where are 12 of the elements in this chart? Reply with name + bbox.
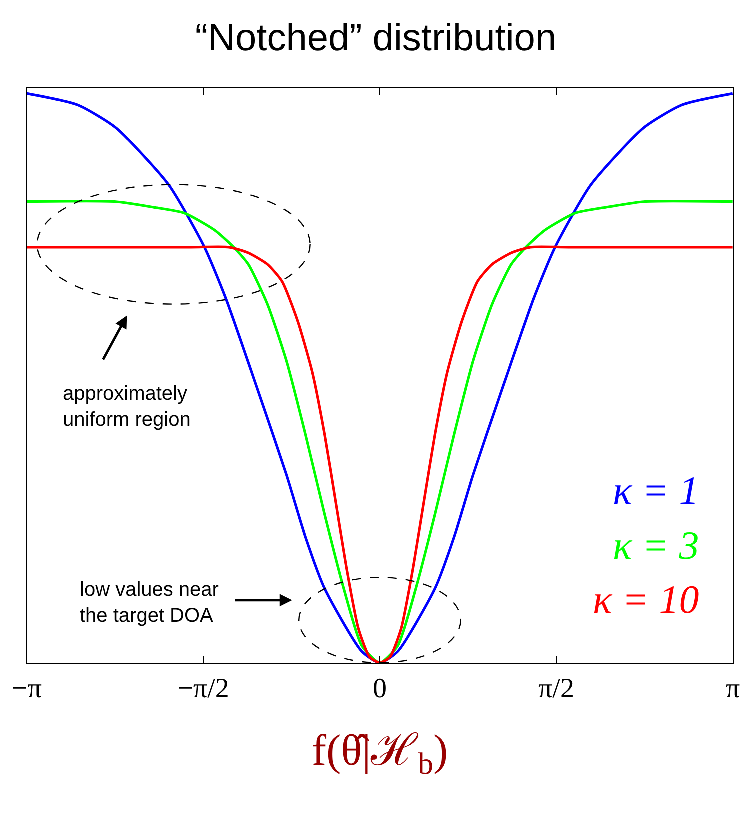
text: κ = 1 xyxy=(613,468,700,513)
chart-title: “Notched” distribution xyxy=(195,17,557,60)
x-tick-label: −π/2 xyxy=(178,674,230,705)
x-axis-title: f(θ̂|ℋ$_{b}$) xyxy=(312,726,448,782)
x-tick-label: −π xyxy=(12,674,42,705)
text: κ = 3 xyxy=(613,523,700,568)
annotation: low values near the target DOA xyxy=(80,579,220,627)
x-tick-label: π xyxy=(726,674,740,705)
annotation: approximately uniform region xyxy=(63,383,191,431)
x-tick-label: π/2 xyxy=(538,674,574,705)
x-tick-label: 0 xyxy=(373,674,387,705)
text: κ = 10 xyxy=(593,577,700,622)
